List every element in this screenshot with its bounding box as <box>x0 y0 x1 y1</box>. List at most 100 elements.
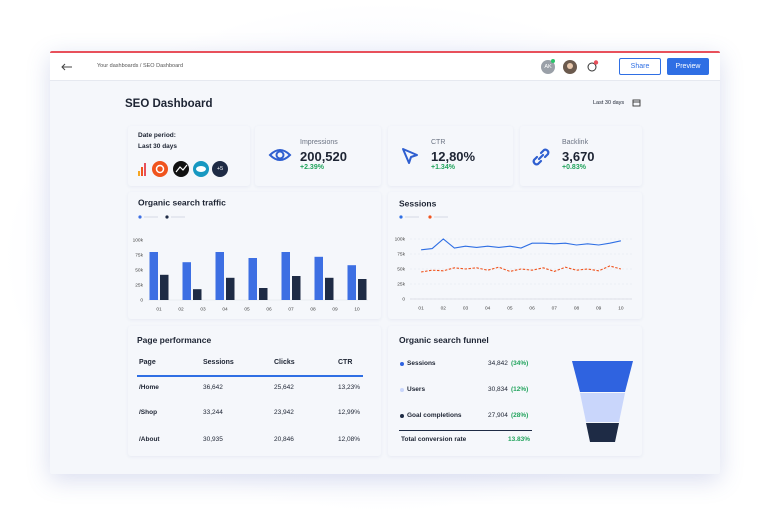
share-button[interactable]: Share <box>619 58 661 75</box>
y-tick-label: 100k <box>133 237 144 243</box>
y-tick-label: 100k <box>395 236 406 242</box>
y-tick-label: 75k <box>135 252 143 258</box>
table-card <box>128 326 381 456</box>
funnel-value: 30,834 <box>488 386 508 393</box>
x-tick-label: 07 <box>552 305 558 311</box>
eye-icon <box>268 149 292 161</box>
table-cell: 12,08% <box>338 436 361 443</box>
line-series <box>421 265 622 273</box>
bar <box>193 289 202 300</box>
kpi-value: 12,80% <box>431 149 476 164</box>
avatar-photo[interactable] <box>563 60 577 74</box>
bar <box>358 279 367 300</box>
x-tick-label: 04 <box>485 305 491 311</box>
kpi-change: +2.39% <box>300 164 324 171</box>
bar <box>149 252 158 300</box>
status-dot <box>551 59 555 63</box>
table-cell: 20,846 <box>274 436 294 443</box>
x-tick-label: 03 <box>463 305 469 311</box>
x-tick-label: 02 <box>441 305 447 311</box>
back-arrow[interactable] <box>61 63 73 71</box>
funnel-label: Users <box>407 386 426 393</box>
kpi-label: CTR <box>431 139 446 146</box>
x-tick-label: 06 <box>529 305 535 311</box>
table-cell: 30,935 <box>203 436 223 443</box>
x-tick-label: 01 <box>418 305 424 311</box>
chart-title: Sessions <box>399 198 437 208</box>
legend-dot <box>428 215 432 219</box>
y-tick-label: 75k <box>397 251 405 257</box>
chart-title: Organic search traffic <box>138 197 226 207</box>
table-cell: 23,942 <box>274 409 294 416</box>
y-tick-label: 25k <box>397 281 405 287</box>
table-cell: 33,244 <box>203 409 223 416</box>
kpi-card <box>388 126 513 186</box>
bar <box>281 252 290 300</box>
funnel-label: Goal completions <box>407 412 462 419</box>
bar <box>160 274 169 300</box>
x-tick-label: 05 <box>507 305 513 311</box>
legend-dot <box>400 414 404 418</box>
y-tick-label: 0 <box>140 297 143 303</box>
link-icon <box>532 148 550 166</box>
source-icons <box>138 161 209 177</box>
bar <box>292 276 301 300</box>
legend-dot <box>165 215 169 219</box>
kpi-change: +1.34% <box>431 164 455 171</box>
x-tick-label: 10 <box>618 305 624 311</box>
cursor-icon <box>402 148 418 164</box>
kpi-value: 200,520 <box>300 149 347 164</box>
more-sources[interactable]: +5 <box>212 161 228 177</box>
preview-button[interactable]: Preview <box>667 58 709 75</box>
x-tick-label: 07 <box>288 306 294 312</box>
legend-dot <box>400 362 404 366</box>
table-title: Page performance <box>137 335 212 345</box>
column-header: Clicks <box>274 359 295 366</box>
chart-card <box>388 192 642 319</box>
x-tick-label: 09 <box>596 305 602 311</box>
breadcrumb[interactable]: Your dashboards / SEO Dashboard <box>97 63 184 69</box>
kpi-label: Impressions <box>300 139 338 146</box>
avatar[interactable]: AK <box>541 60 555 74</box>
y-tick-label: 25k <box>135 282 143 288</box>
bar <box>182 262 191 300</box>
calendar-icon[interactable] <box>632 98 641 107</box>
page-title: SEO Dashboard <box>125 98 213 110</box>
line-series <box>421 238 622 251</box>
bar <box>226 277 235 300</box>
total-rule <box>399 430 532 431</box>
funnel-value: 34,842 <box>488 360 508 367</box>
funnel-label: Sessions <box>407 360 436 367</box>
table-cell: 13,23% <box>338 384 361 391</box>
x-tick-label: 02 <box>178 306 184 312</box>
date-value: Last 30 days <box>138 143 178 150</box>
legend-dot <box>400 388 404 392</box>
bar <box>259 288 268 300</box>
x-tick-label: 09 <box>332 306 338 312</box>
bar <box>325 277 334 300</box>
funnel-share: (28%) <box>511 412 529 419</box>
top-bar <box>50 53 720 81</box>
funnel-graphic <box>572 361 633 442</box>
column-header: CTR <box>338 359 353 366</box>
kpi-label: Backlink <box>562 139 589 146</box>
total-value: 13.83% <box>508 436 531 443</box>
bar <box>347 265 356 300</box>
kpi-value: 3,670 <box>562 149 595 164</box>
x-tick-label: 08 <box>310 306 316 312</box>
bar <box>248 258 257 300</box>
x-tick-label: 04 <box>222 306 228 312</box>
x-tick-label: 03 <box>200 306 206 312</box>
x-tick-label: 06 <box>266 306 272 312</box>
table-cell: /About <box>139 436 160 443</box>
table-cell: /Shop <box>139 409 158 416</box>
x-tick-label: 08 <box>574 305 580 311</box>
notification-icon[interactable] <box>586 59 600 73</box>
x-tick-label: 01 <box>156 306 162 312</box>
y-tick-label: 50k <box>135 267 143 273</box>
column-header: Sessions <box>203 359 234 366</box>
kpi-card <box>520 126 642 186</box>
date-range[interactable]: Last 30 days <box>593 100 625 106</box>
